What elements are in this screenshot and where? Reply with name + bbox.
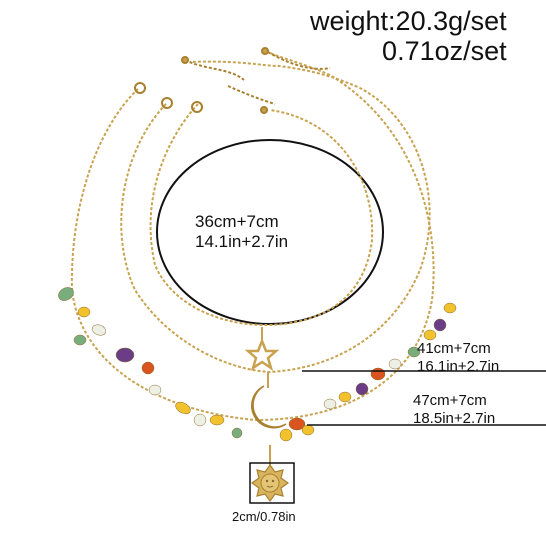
weight-ounces: 0.71oz/set <box>382 36 507 66</box>
gem-chip <box>148 384 162 396</box>
inner-chain <box>149 103 374 327</box>
middle-clasp <box>161 97 173 109</box>
extension-tag-3 <box>260 106 268 114</box>
outer-length-in: 18.5in+2.7in <box>413 410 496 427</box>
weight-grams: weight:20.3g/set <box>310 6 507 36</box>
sun-pendant-icon <box>250 445 290 503</box>
gem-chip <box>301 424 315 436</box>
gem-chip <box>209 414 225 426</box>
gem-chip <box>388 358 402 370</box>
gem-chip <box>77 306 91 318</box>
extension-chain-2 <box>227 85 276 105</box>
weight-label: weight:20.3g/set 0.71oz/set <box>310 6 507 66</box>
gem-chip <box>407 346 421 358</box>
pendant-size-label: 2cm/0.78in <box>232 509 296 524</box>
inner-length-in: 14.1in+2.7in <box>195 232 289 251</box>
gem-chip <box>115 347 135 363</box>
gem-chip <box>288 417 306 431</box>
extension-tag-2 <box>181 56 189 64</box>
gem-chip <box>443 302 457 314</box>
gem-chip <box>175 401 191 415</box>
middle-length-cm: 41cm+7cm <box>417 340 491 357</box>
outer-clasp <box>134 82 146 94</box>
middle-length-in: 16.1in+2.7in <box>417 358 500 375</box>
gem-chip <box>433 318 447 332</box>
middle-chain <box>120 60 431 374</box>
gem-chip <box>231 427 243 439</box>
gem-chip <box>141 361 155 375</box>
gem-chip <box>323 398 337 410</box>
gem-chip <box>423 329 437 341</box>
gem-chip <box>279 428 293 442</box>
middle-length-label: 41cm+7cm 16.1in+2.7in <box>417 340 499 376</box>
gem-chip <box>370 367 386 381</box>
gem-chip <box>91 324 107 336</box>
star-pendant-icon <box>244 327 280 371</box>
gem-chip <box>58 287 74 301</box>
gem-chip <box>355 382 369 396</box>
outer-length-cm: 47cm+7cm <box>413 392 487 409</box>
moon-pendant-icon <box>251 372 287 429</box>
outer-extension-chain <box>267 51 331 70</box>
pendant-size-box <box>249 462 295 504</box>
inner-clasp <box>191 101 203 113</box>
gem-chip <box>73 334 87 346</box>
outer-chain <box>70 51 435 422</box>
extension-chain-1 <box>184 59 245 81</box>
inner-length-label: 36cm+7cm 14.1in+2.7in <box>195 212 288 252</box>
inner-length-cm: 36cm+7cm <box>195 212 279 231</box>
gem-chip <box>193 413 207 427</box>
outer-length-label: 47cm+7cm 18.5in+2.7in <box>413 392 495 428</box>
extension-tag-1 <box>261 47 269 55</box>
gem-chip <box>338 391 352 403</box>
